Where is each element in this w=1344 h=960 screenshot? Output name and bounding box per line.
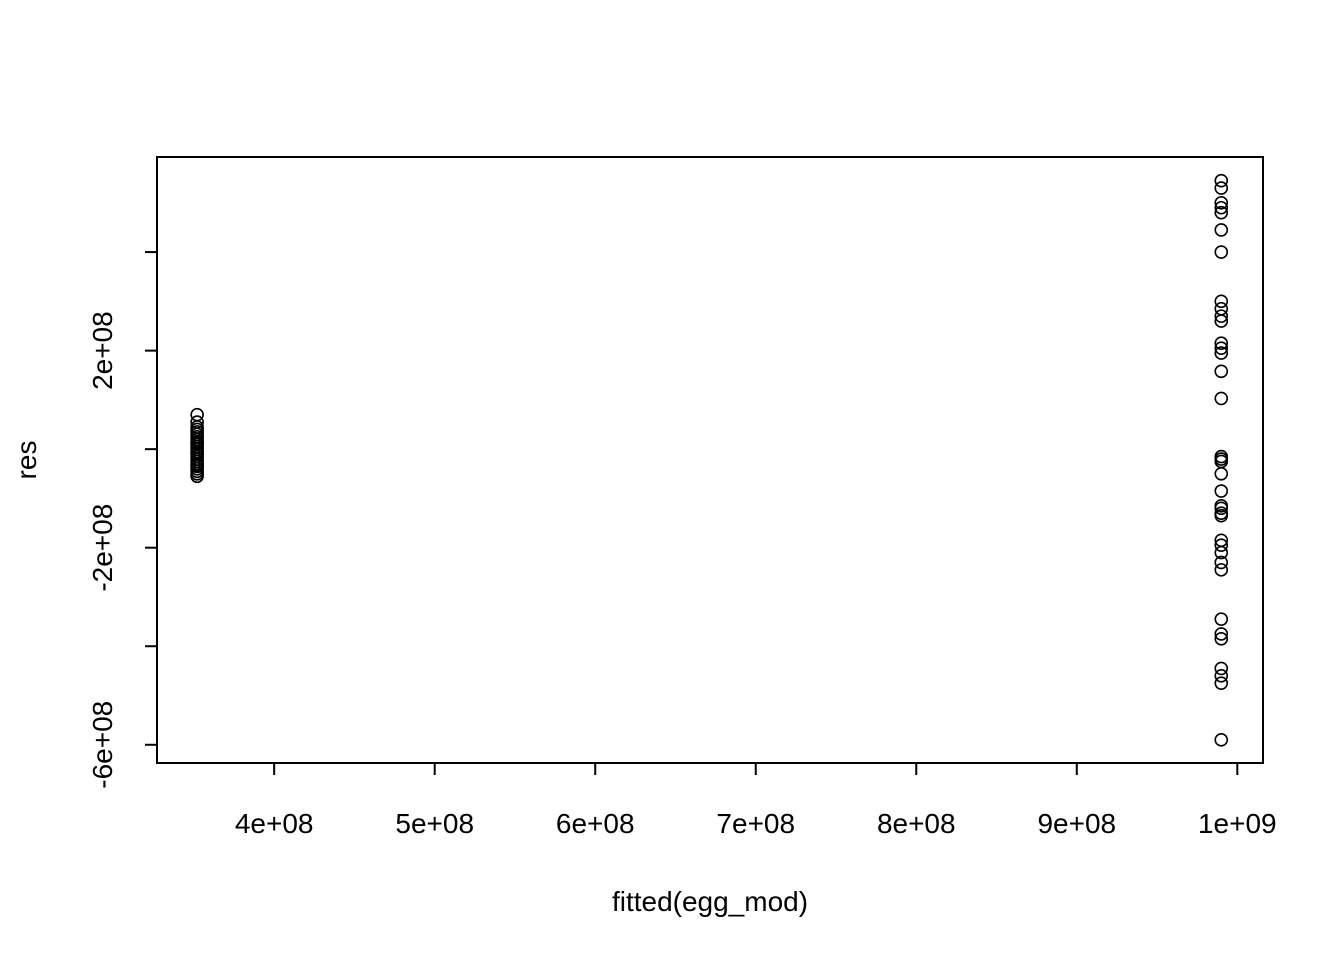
data-point [1214, 205, 1229, 220]
data-point [1214, 661, 1229, 676]
x-tick-label: 7e+08 [716, 808, 795, 839]
x-tick-label: 4e+08 [235, 808, 314, 839]
y-tick-label: 2e+08 [87, 311, 118, 390]
x-tick-label: 6e+08 [556, 808, 635, 839]
data-point [1214, 668, 1229, 683]
data-point [190, 469, 204, 484]
data-point [1214, 364, 1229, 379]
data-point [1214, 452, 1229, 466]
data-point [1214, 173, 1229, 188]
data-points [190, 173, 1229, 747]
data-point [190, 436, 204, 451]
data-point [1214, 466, 1229, 481]
data-point [1214, 346, 1229, 360]
x-tick-label: 1e+09 [1198, 808, 1277, 839]
x-tick-label: 5e+08 [395, 808, 474, 839]
y-axis: -6e+08 -2e+08 2e+08 [87, 251, 158, 789]
data-point [1214, 545, 1229, 560]
data-point [1214, 223, 1229, 237]
plot-frame [156, 156, 1264, 764]
data-point [1214, 501, 1229, 516]
x-axis-label: fitted(egg_mod) [612, 886, 808, 917]
data-point [1214, 245, 1229, 259]
data-point [1214, 314, 1229, 328]
y-tick-label: -6e+08 [87, 701, 118, 789]
data-point [1214, 336, 1229, 351]
data-point [1214, 294, 1229, 309]
data-point [1214, 632, 1229, 646]
data-point [1214, 484, 1229, 498]
data-point [1214, 538, 1229, 553]
x-axis: 4e+08 5e+08 6e+08 7e+08 8e+08 9e+08 1e+09 [235, 762, 1277, 839]
data-point [1214, 508, 1229, 523]
x-tick-label: 9e+08 [1037, 808, 1116, 839]
data-point [1214, 391, 1229, 406]
data-point [1214, 200, 1229, 215]
data-point [1214, 733, 1229, 747]
data-point [1214, 555, 1229, 570]
y-axis-label: res [11, 441, 42, 480]
data-point [1214, 341, 1229, 355]
data-point [1214, 612, 1229, 626]
data-point [1214, 563, 1229, 577]
data-point [1214, 676, 1229, 690]
x-tick-label: 8e+08 [877, 808, 956, 839]
data-point [190, 446, 204, 460]
data-point [1214, 181, 1229, 195]
data-point [1214, 309, 1229, 323]
y-tick-label: -2e+08 [87, 504, 118, 592]
data-point [1214, 627, 1229, 641]
data-point [1214, 196, 1229, 210]
